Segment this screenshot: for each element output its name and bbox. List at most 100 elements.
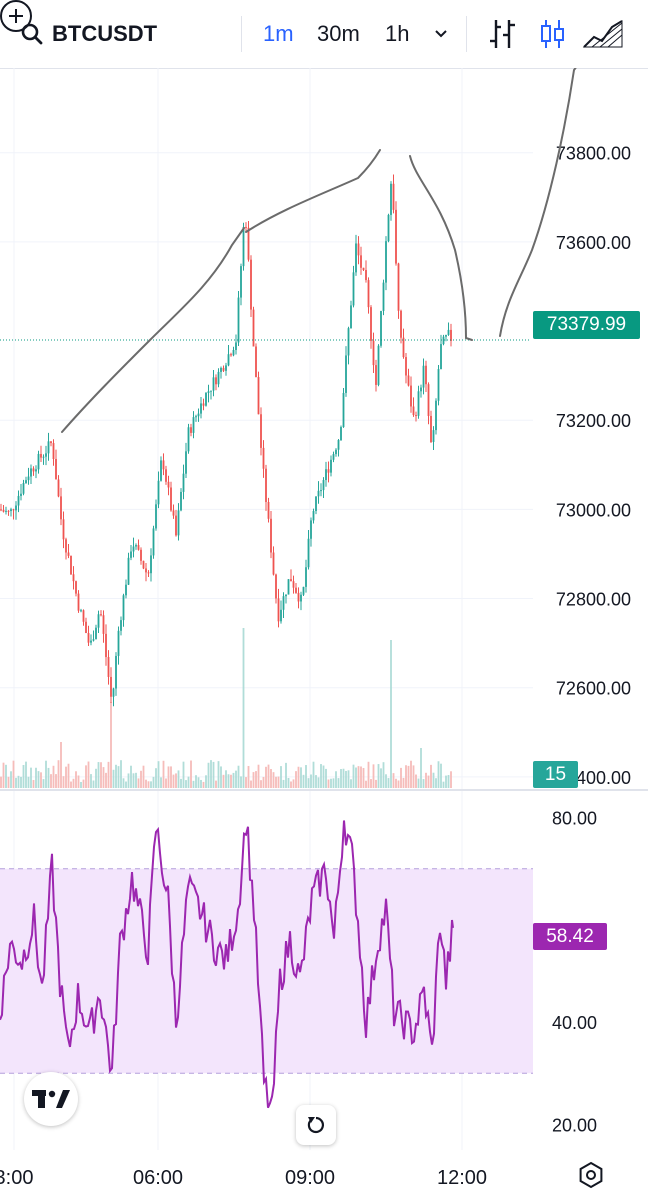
volume-bars [0, 628, 452, 788]
volume-bar [400, 767, 402, 788]
candle-body [142, 560, 145, 569]
brush-stroke [61, 227, 245, 433]
candle-body [70, 555, 72, 575]
candle-body [82, 610, 85, 622]
candle-body [147, 572, 150, 574]
indicators-button[interactable] [582, 0, 624, 68]
candle-body [237, 297, 240, 343]
candle-body [217, 371, 220, 385]
volume-bar [300, 767, 302, 788]
volume-bar [100, 762, 102, 788]
add-compare-button[interactable] [0, 0, 32, 32]
volume-bar [425, 772, 427, 788]
candle-body [300, 594, 302, 602]
candle-body [212, 377, 215, 391]
volume-bar [17, 775, 20, 788]
candle-body [152, 528, 155, 556]
timeframe-1h[interactable]: 1h [385, 21, 410, 46]
volume-bar [210, 760, 212, 788]
volume-bar [200, 779, 202, 788]
chart-settings-button[interactable] [576, 1160, 606, 1190]
timeframe-30m[interactable]: 30m [317, 21, 360, 46]
candle-body [442, 336, 445, 345]
volume-bar [372, 764, 375, 788]
candle-body [187, 427, 190, 452]
timeframe-1m[interactable]: 1m [263, 21, 294, 46]
candle-body [67, 552, 70, 556]
drawing-brush-strokes[interactable] [61, 68, 577, 433]
reset-chart-button[interactable] [296, 1105, 336, 1145]
candle-body [447, 329, 450, 335]
candle-style-button[interactable] [539, 0, 567, 68]
volume-bar [37, 771, 40, 788]
candle-body [397, 263, 400, 311]
candle-body [327, 469, 330, 473]
price-axis-label: 73600.00 [556, 233, 631, 253]
candle-body [247, 227, 250, 260]
volume-bar [165, 778, 167, 788]
candle-body [375, 365, 377, 385]
volume-bar [245, 777, 247, 788]
volume-bar [62, 776, 65, 788]
candle-body [90, 640, 92, 643]
candle-body [220, 367, 222, 372]
candle-body [72, 574, 75, 582]
candle-body [357, 243, 360, 256]
candle-body [267, 501, 270, 519]
candle-body [27, 476, 30, 481]
volume-bar [27, 776, 30, 788]
candle-body [185, 451, 187, 474]
candle-body [427, 384, 430, 416]
candle-body [307, 538, 310, 568]
candle-body [182, 473, 185, 492]
candle-body [105, 633, 107, 658]
candle-body [370, 307, 372, 341]
volume-bar [130, 765, 132, 788]
candle-body [5, 510, 7, 512]
volume-bar [222, 774, 225, 788]
volume-bar [207, 762, 210, 788]
volume-bar [20, 776, 22, 788]
volume-bar [155, 768, 157, 788]
volume-bar [257, 764, 260, 788]
volume-bar [422, 779, 425, 788]
time-axis-label: 12:00 [437, 1167, 487, 1189]
tradingview-logo[interactable] [24, 1072, 78, 1126]
volume-bar [115, 764, 117, 788]
volume-bar [225, 770, 227, 788]
volume-bar [185, 780, 187, 788]
candle-body [50, 441, 52, 444]
timeframe-dropdown[interactable] [432, 0, 450, 68]
candle-body [387, 214, 390, 242]
add-compare-icon [9, 9, 23, 23]
candle-body [175, 515, 177, 536]
candle-body [170, 487, 172, 511]
toolbar-divider [241, 16, 242, 52]
last-price-badge: 73379.99 [533, 311, 640, 339]
symbol-search[interactable]: BTCUSDT [20, 0, 157, 68]
volume-bar [357, 766, 360, 788]
volume-bar [302, 774, 305, 788]
candle-body [282, 596, 285, 610]
candle-body [115, 655, 117, 689]
candle-body [395, 209, 397, 264]
chart-canvas[interactable]: 73800.00 73600.00 73200.00 73000.00 72800.00… [0, 68, 648, 1200]
indicators-icon [582, 20, 623, 48]
candle-body [417, 391, 420, 416]
candle-body [2, 509, 5, 512]
volume-bar [135, 772, 137, 788]
volume-bar [182, 761, 185, 788]
bar-style-button[interactable] [488, 0, 518, 68]
volume-bar [77, 775, 80, 788]
volume-bar [285, 762, 287, 788]
candle-body [110, 676, 112, 697]
volume-bar [365, 780, 367, 788]
candle-body [202, 403, 205, 406]
volume-bar [320, 764, 322, 788]
volume-bar [410, 760, 412, 788]
candle-body [192, 417, 195, 433]
candle-body [200, 403, 202, 414]
volume-bar [402, 777, 405, 788]
candle-body [197, 413, 200, 417]
candle-body [140, 549, 142, 561]
